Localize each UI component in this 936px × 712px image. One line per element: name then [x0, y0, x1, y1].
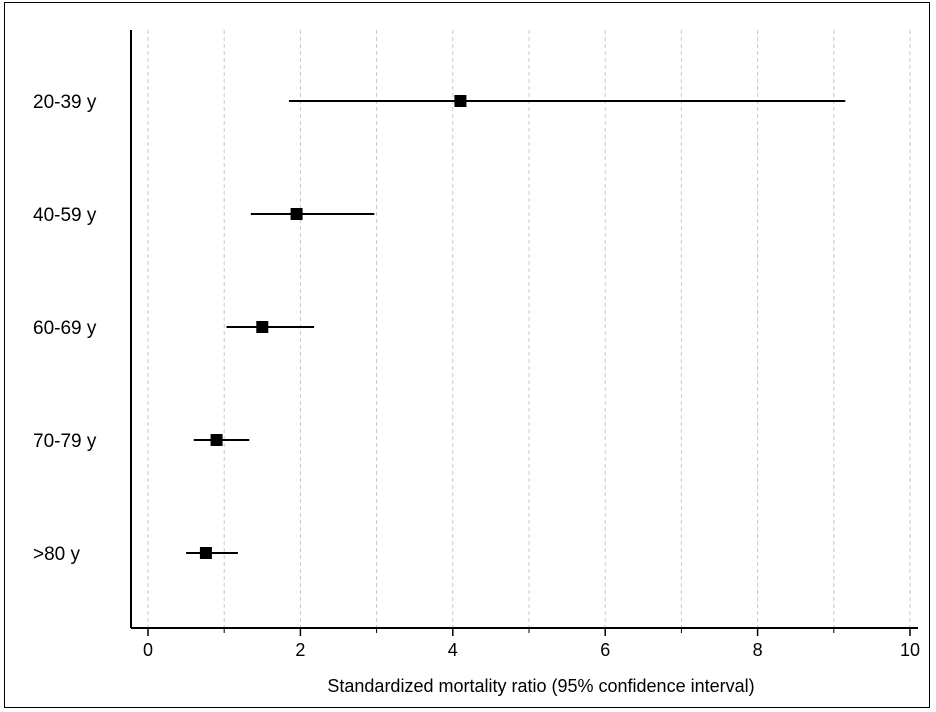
- x-axis-title: Standardized mortality ratio (95% confid…: [327, 676, 754, 696]
- category-label: 70-79 y: [33, 431, 97, 452]
- figure-frame: [4, 2, 930, 708]
- x-tick-label: 2: [295, 640, 305, 660]
- category-labels: 20-39 y 40-59 y 60-69 y 70-79 y >80 y: [33, 92, 97, 565]
- category-label: 20-39 y: [33, 92, 97, 113]
- point-estimate-marker: [256, 321, 269, 333]
- category-label: 40-59 y: [33, 205, 97, 226]
- estimates-layer: [186, 95, 846, 559]
- x-tick-label: 6: [600, 640, 610, 660]
- point-estimate-marker: [454, 95, 467, 107]
- point-estimate-marker: [210, 434, 223, 446]
- gridlines: [147, 30, 911, 628]
- x-tick-label: 10: [900, 640, 920, 660]
- category-label: >80 y: [33, 544, 81, 565]
- x-tick-label: 8: [753, 640, 763, 660]
- x-tick-label: 0: [143, 640, 153, 660]
- category-label: 60-69 y: [33, 318, 97, 339]
- axes: [130, 30, 918, 629]
- x-axis-ticks: 0 2 4 6 8 10: [143, 628, 920, 660]
- point-estimate-marker: [199, 547, 212, 559]
- point-estimate-marker: [290, 208, 303, 220]
- x-tick-label: 4: [448, 640, 458, 660]
